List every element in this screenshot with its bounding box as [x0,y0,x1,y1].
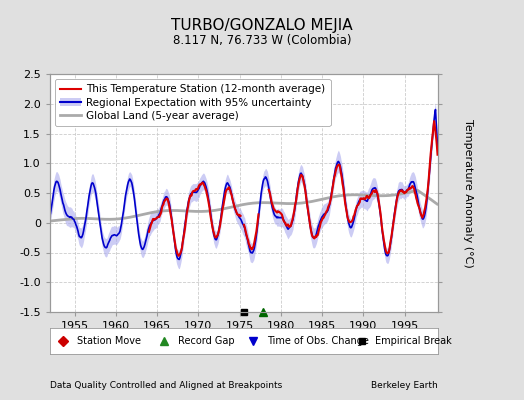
Text: Record Gap: Record Gap [178,336,234,346]
Text: 8.117 N, 76.733 W (Colombia): 8.117 N, 76.733 W (Colombia) [173,34,351,47]
Text: Data Quality Controlled and Aligned at Breakpoints: Data Quality Controlled and Aligned at B… [50,381,282,390]
Text: Empirical Break: Empirical Break [376,336,452,346]
Text: Time of Obs. Change: Time of Obs. Change [267,336,369,346]
Text: TURBO/GONZALO MEJIA: TURBO/GONZALO MEJIA [171,18,353,33]
Legend: This Temperature Station (12-month average), Regional Expectation with 95% uncer: This Temperature Station (12-month avera… [55,79,331,126]
Y-axis label: Temperature Anomaly (°C): Temperature Anomaly (°C) [463,119,473,267]
Text: Berkeley Earth: Berkeley Earth [371,381,438,390]
Text: Station Move: Station Move [77,336,141,346]
